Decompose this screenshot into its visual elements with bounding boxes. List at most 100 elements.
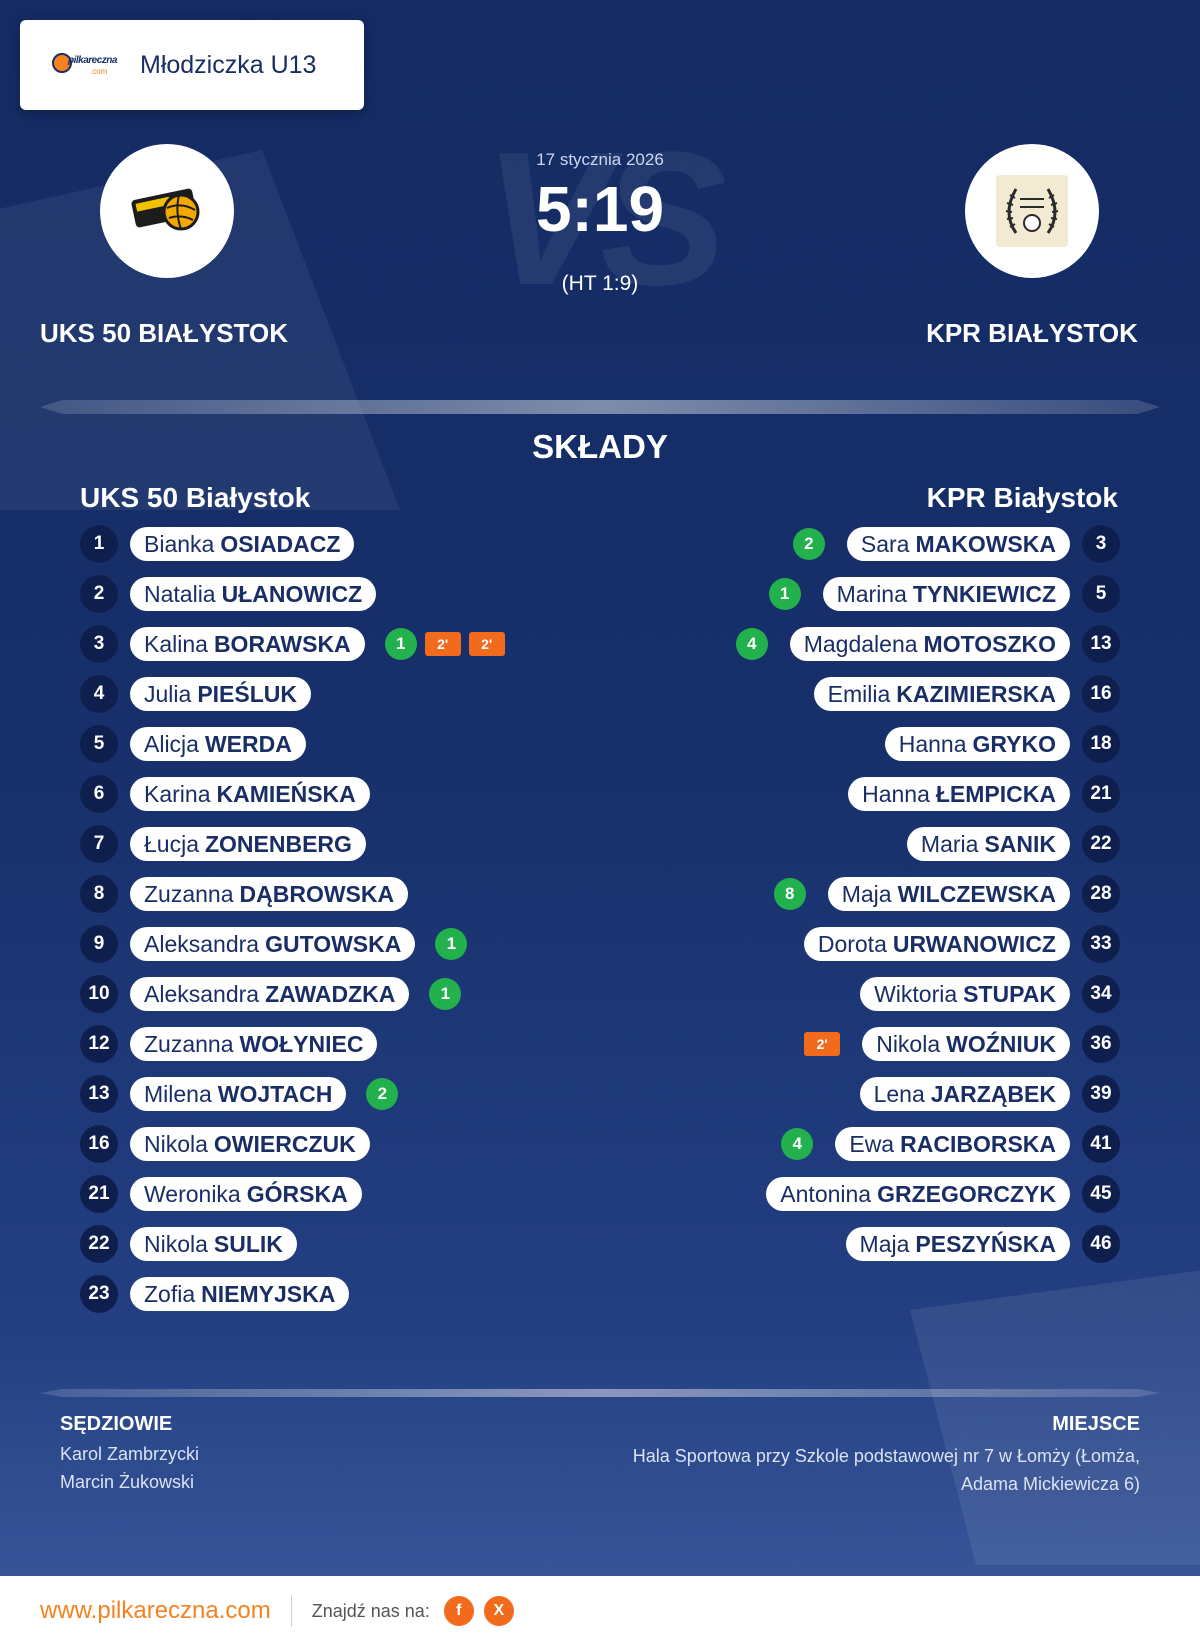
player-name[interactable]: Maria SANIK (906, 827, 1070, 861)
player-number: 5 (80, 725, 118, 763)
halftime-score: (HT 1:9) (561, 272, 639, 295)
home-player-row[interactable]: 22 Nikola SULIK (80, 1225, 297, 1263)
player-last-name: SANIK (984, 830, 1056, 857)
goals-badge: 1 (384, 628, 417, 660)
home-player-row[interactable]: 1 Bianka OSIADACZ (80, 525, 355, 563)
away-player-row[interactable]: 21 Hanna ŁEMPICKA (848, 775, 1120, 813)
goals-badge: 1 (768, 578, 801, 610)
home-player-row[interactable]: 16 Nikola OWIERCZUK (80, 1125, 370, 1163)
home-player-row[interactable]: 7 Łucja ZONENBERG (80, 825, 366, 863)
website-link[interactable]: www.pilkareczna.com (40, 1597, 271, 1624)
away-player-row[interactable]: 39 Lena JARZĄBEK (859, 1075, 1120, 1113)
home-player-row[interactable]: 9 Aleksandra GUTOWSKA 1 (80, 925, 475, 963)
logo-subtext: .com (90, 67, 108, 76)
player-last-name: KAMIEŃSKA (216, 780, 356, 807)
player-name[interactable]: Natalia UŁANOWICZ (130, 577, 377, 611)
player-name[interactable]: Nikola SULIK (130, 1227, 297, 1261)
player-name[interactable]: Dorota URWANOWICZ (803, 927, 1070, 961)
away-player-row[interactable]: 28 Maja WILCZEWSKA 8 (766, 875, 1120, 913)
player-name[interactable]: Sara MAKOWSKA (846, 527, 1070, 561)
player-stats: 1 (435, 928, 475, 960)
home-player-row[interactable]: 8 Zuzanna DĄBROWSKA (80, 875, 409, 913)
away-player-row[interactable]: 22 Maria SANIK (906, 825, 1120, 863)
player-name[interactable]: Nikola WOŹNIUK (862, 1027, 1070, 1061)
player-stats: 4 (773, 1128, 814, 1160)
player-name[interactable]: Hanna GRYKO (884, 727, 1070, 761)
player-name[interactable]: Maja WILCZEWSKA (827, 877, 1070, 911)
player-last-name: KAZIMIERSKA (896, 680, 1056, 707)
away-player-row[interactable]: 33 Dorota URWANOWICZ (803, 925, 1120, 963)
player-name[interactable]: Kalina BORAWSKA (130, 627, 365, 661)
player-name[interactable]: Maja PESZYŃSKA (845, 1227, 1070, 1261)
player-name[interactable]: Ewa RACIBORSKA (835, 1127, 1070, 1161)
player-name[interactable]: Zuzanna WOŁYNIEC (130, 1027, 378, 1061)
home-player-row[interactable]: 4 Julia PIEŚLUK (80, 675, 311, 713)
player-name[interactable]: Karina KAMIEŃSKA (130, 777, 370, 811)
player-name[interactable]: Julia PIEŚLUK (130, 677, 311, 711)
player-number: 39 (1082, 1075, 1120, 1113)
home-player-row[interactable]: 10 Aleksandra ZAWADZKA 1 (80, 975, 469, 1013)
away-player-row[interactable]: 34 Wiktoria STUPAK (860, 975, 1120, 1013)
away-player-row[interactable]: 18 Hanna GRYKO (884, 725, 1120, 763)
match-date: 17 stycznia 2026 (536, 150, 664, 169)
player-stats: 1 2' 2' (384, 628, 513, 660)
home-team-name: UKS 50 BIAŁYSTOK (39, 318, 288, 348)
x-icon[interactable]: X (483, 1596, 514, 1626)
player-name[interactable]: Wiktoria STUPAK (860, 977, 1070, 1011)
player-name[interactable]: Alicja WERDA (130, 727, 306, 761)
player-first-name: Zuzanna (144, 1030, 234, 1057)
player-name[interactable]: Zofia NIEMYJSKA (130, 1277, 350, 1311)
player-number: 18 (1082, 725, 1120, 763)
away-player-row[interactable]: 46 Maja PESZYŃSKA (845, 1225, 1120, 1263)
league-name: Młodziczka U13 (140, 50, 317, 79)
player-name[interactable]: Marina TYNKIEWICZ (822, 577, 1070, 611)
player-name[interactable]: Aleksandra ZAWADZKA (130, 977, 410, 1011)
player-first-name: Weronika (144, 1180, 241, 1207)
home-player-row[interactable]: 21 Weronika GÓRSKA (80, 1175, 362, 1213)
player-last-name: PIEŚLUK (197, 680, 297, 707)
player-name[interactable]: Weronika GÓRSKA (130, 1177, 362, 1211)
player-last-name: TYNKIEWICZ (912, 580, 1056, 607)
away-player-row[interactable]: 16 Emilia KAZIMIERSKA (813, 675, 1120, 713)
player-last-name: WILCZEWSKA (897, 880, 1056, 907)
home-player-row[interactable]: 2 Natalia UŁANOWICZ (80, 575, 377, 613)
player-number: 22 (1082, 825, 1120, 863)
league-card[interactable]: pilkareczna .com Młodziczka U13 (20, 20, 364, 110)
player-name[interactable]: Magdalena MOTOSZKO (789, 627, 1070, 661)
player-last-name: ZONENBERG (204, 830, 352, 857)
player-number: 34 (1082, 975, 1120, 1013)
away-player-row[interactable]: 36 Nikola WOŹNIUK 2' (796, 1025, 1120, 1063)
home-player-row[interactable]: 12 Zuzanna WOŁYNIEC (80, 1025, 378, 1063)
player-name[interactable]: Bianka OSIADACZ (130, 527, 355, 561)
home-lineup-title: UKS 50 Białystok (80, 482, 311, 513)
player-name[interactable]: Zuzanna DĄBROWSKA (130, 877, 409, 911)
home-player-row[interactable]: 23 Zofia NIEMYJSKA (80, 1275, 350, 1313)
player-last-name: GRYKO (972, 730, 1057, 757)
player-number: 7 (80, 825, 118, 863)
away-player-row[interactable]: 3 Sara MAKOWSKA 2 (785, 525, 1120, 563)
player-name[interactable]: Hanna ŁEMPICKA (848, 777, 1070, 811)
home-player-row[interactable]: 6 Karina KAMIEŃSKA (80, 775, 370, 813)
away-player-row[interactable]: 41 Ewa RACIBORSKA 4 (773, 1125, 1120, 1163)
home-player-row[interactable]: 13 Milena WOJTACH 2 (80, 1075, 406, 1113)
uks-crest-icon (131, 188, 200, 231)
player-name[interactable]: Emilia KAZIMIERSKA (813, 677, 1070, 711)
player-stats: 2 (785, 528, 825, 560)
player-name[interactable]: Milena WOJTACH (130, 1077, 347, 1111)
player-name[interactable]: Antonina GRZEGORCZYK (766, 1177, 1070, 1211)
player-name[interactable]: Aleksandra GUTOWSKA (130, 927, 416, 961)
home-player-row[interactable]: 3 Kalina BORAWSKA 1 2' 2' (80, 625, 513, 663)
away-player-row[interactable]: 13 Magdalena MOTOSZKO 4 (728, 625, 1120, 663)
player-name[interactable]: Nikola OWIERCZUK (130, 1127, 370, 1161)
player-last-name: RACIBORSKA (900, 1130, 1056, 1157)
player-name[interactable]: Lena JARZĄBEK (859, 1077, 1070, 1111)
player-name[interactable]: Łucja ZONENBERG (130, 827, 366, 861)
referees-title: SĘDZIOWIE (60, 1413, 173, 1435)
away-player-row[interactable]: 5 Marina TYNKIEWICZ 1 (761, 575, 1120, 613)
player-number: 12 (80, 1025, 118, 1063)
home-player-row[interactable]: 5 Alicja WERDA (80, 725, 306, 763)
away-player-row[interactable]: 45 Antonina GRZEGORCZYK (766, 1175, 1120, 1213)
player-number: 22 (80, 1225, 118, 1263)
facebook-icon[interactable]: f (443, 1596, 474, 1626)
venue-address: Hala Sportowa przy Szkole podstawowej nr… (580, 1442, 1140, 1498)
